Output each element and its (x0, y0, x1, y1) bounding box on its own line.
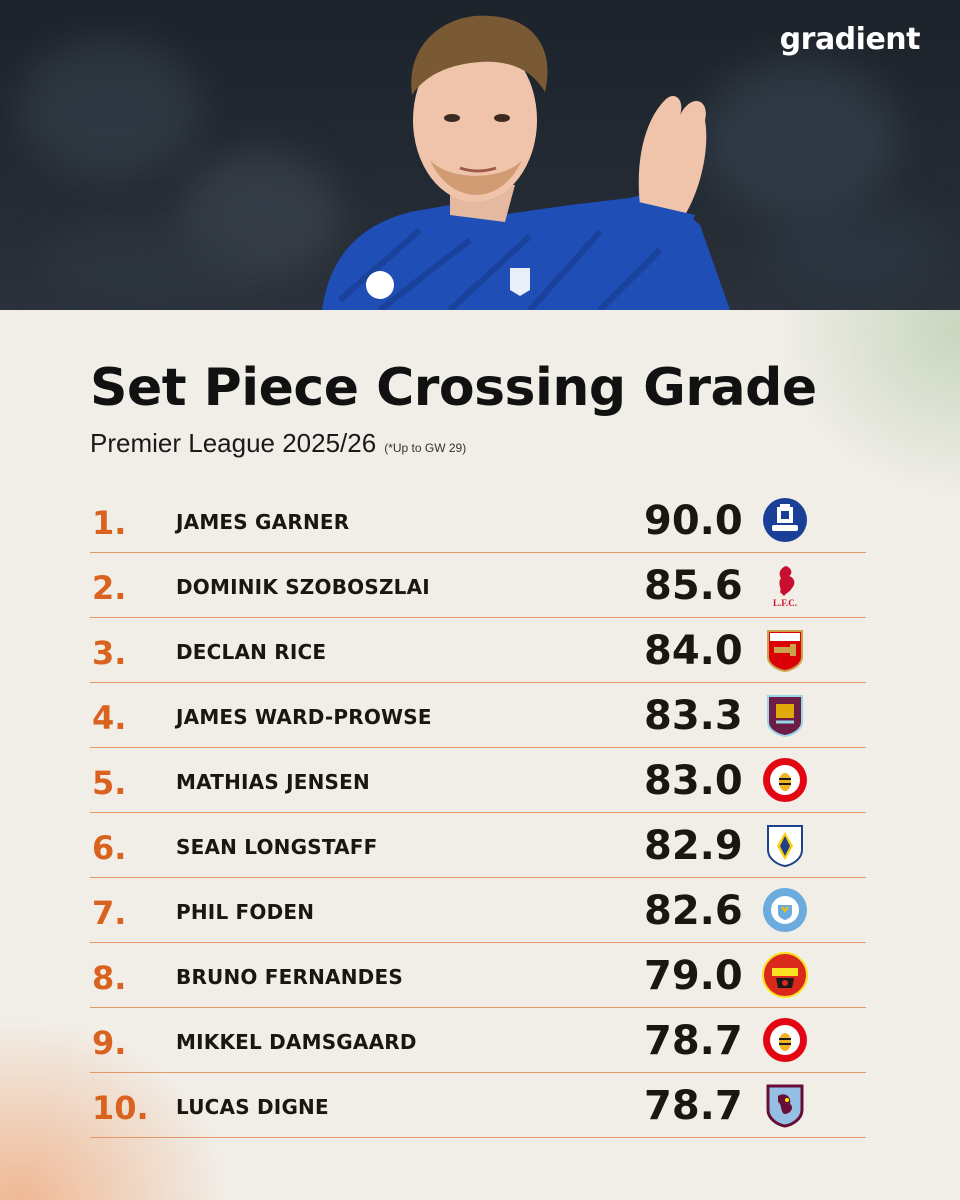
player-name: LUCAS DIGNE (176, 1095, 329, 1119)
subtitle-row: Premier League 2025/26 (*Up to GW 29) (90, 428, 466, 459)
ranking-row: 10. LUCAS DIGNE 78.7 (90, 1073, 866, 1138)
player-name: MIKKEL DAMSGAARD (176, 1030, 417, 1054)
burnley-crest-icon (767, 695, 803, 738)
grade-score: 79.0 (644, 953, 743, 999)
rank-number: 8. (92, 959, 127, 997)
grade-score: 85.6 (644, 563, 743, 609)
ranking-row: 1. JAMES GARNER 90.0 (90, 488, 866, 553)
footnote: (*Up to GW 29) (384, 441, 467, 455)
brentford-crest-icon (763, 758, 807, 802)
ranking-row: 5. MATHIAS JENSEN 83.0 (90, 748, 866, 813)
grade-score: 82.6 (644, 888, 743, 934)
player-name: JAMES WARD-PROWSE (176, 705, 432, 729)
rank-number: 10. (92, 1089, 149, 1127)
ranking-row: 3. DECLAN RICE 84.0 (90, 618, 866, 683)
page-title: Set Piece Crossing Grade (90, 358, 817, 418)
ranking-row: 9. MIKKEL DAMSGAARD 78.7 (90, 1008, 866, 1073)
ranking-row: 7. PHIL FODEN 82.6 (90, 878, 866, 943)
liverpool-crest-icon: L.F.C. (773, 566, 797, 608)
ranking-list: 1. JAMES GARNER 90.0 2. DOMINIK SZOBOSZL… (90, 488, 866, 1138)
arsenal-crest-icon (767, 630, 803, 673)
rank-number: 9. (92, 1024, 127, 1062)
rank-number: 4. (92, 699, 127, 737)
ranking-row: 2. DOMINIK SZOBOSZLAI 85.6 L.F.C. (90, 553, 866, 618)
rank-number: 6. (92, 829, 127, 867)
rank-number: 5. (92, 764, 127, 802)
man-city-crest-icon (763, 888, 807, 932)
grade-score: 78.7 (644, 1083, 743, 1129)
ranking-row: 4. JAMES WARD-PROWSE 83.3 (90, 683, 866, 748)
player-name: JAMES GARNER (176, 510, 350, 534)
ranking-panel: Set Piece Crossing Grade Premier League … (0, 310, 960, 1200)
rank-number: 7. (92, 894, 127, 932)
player-name: BRUNO FERNANDES (176, 965, 403, 989)
ranking-row: 8. BRUNO FERNANDES 79.0 (90, 943, 866, 1008)
grade-score: 90.0 (644, 498, 743, 544)
player-name: SEAN LONGSTAFF (176, 835, 378, 859)
grade-score: 78.7 (644, 1018, 743, 1064)
everton-crest-icon (763, 498, 807, 542)
player-name: MATHIAS JENSEN (176, 770, 370, 794)
player-name: DECLAN RICE (176, 640, 327, 664)
grade-score: 83.0 (644, 758, 743, 804)
ranking-row: 6. SEAN LONGSTAFF 82.9 (90, 813, 866, 878)
subtitle: Premier League 2025/26 (90, 428, 377, 458)
rank-number: 1. (92, 504, 127, 542)
man-united-crest-icon (762, 952, 808, 998)
rank-number: 3. (92, 634, 127, 672)
hero-photo: gradient (0, 0, 960, 310)
grade-score: 83.3 (644, 693, 743, 739)
grade-score: 82.9 (644, 823, 743, 869)
rank-number: 2. (92, 569, 127, 607)
player-name: DOMINIK SZOBOSZLAI (176, 575, 430, 599)
player-name: PHIL FODEN (176, 900, 315, 924)
brand-logo: gradient (779, 22, 921, 57)
brentford-crest-icon (763, 1018, 807, 1062)
leeds-crest-icon (767, 825, 803, 868)
grade-score: 84.0 (644, 628, 743, 674)
aston-villa-crest-icon (766, 1084, 804, 1128)
liverpool-crest-text: L.F.C. (773, 598, 797, 608)
player-photo (322, 15, 730, 310)
